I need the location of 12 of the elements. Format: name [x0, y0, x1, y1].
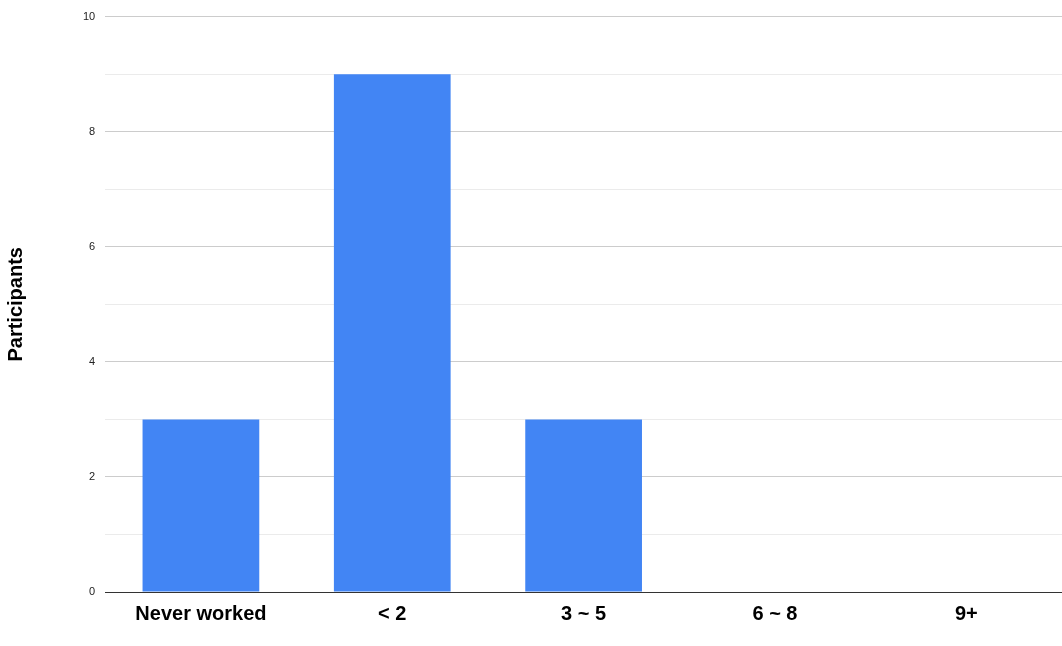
y-tick-label: 0 [89, 585, 96, 598]
x-tick-label: Never worked [135, 601, 267, 624]
y-tick-label: 4 [89, 354, 96, 367]
y-tick-label: 6 [89, 239, 96, 252]
y-tick-label: 8 [89, 124, 96, 137]
y-tick-label: 10 [82, 9, 96, 22]
x-tick-label: 6 ~ 8 [752, 601, 798, 624]
x-tick-label: < 2 [378, 601, 407, 624]
x-tick-label: 9+ [954, 601, 978, 624]
y-axis-title: Participants [3, 247, 26, 362]
y-tick-label: 2 [89, 469, 96, 482]
x-tick-label: 3 ~ 5 [561, 601, 607, 624]
